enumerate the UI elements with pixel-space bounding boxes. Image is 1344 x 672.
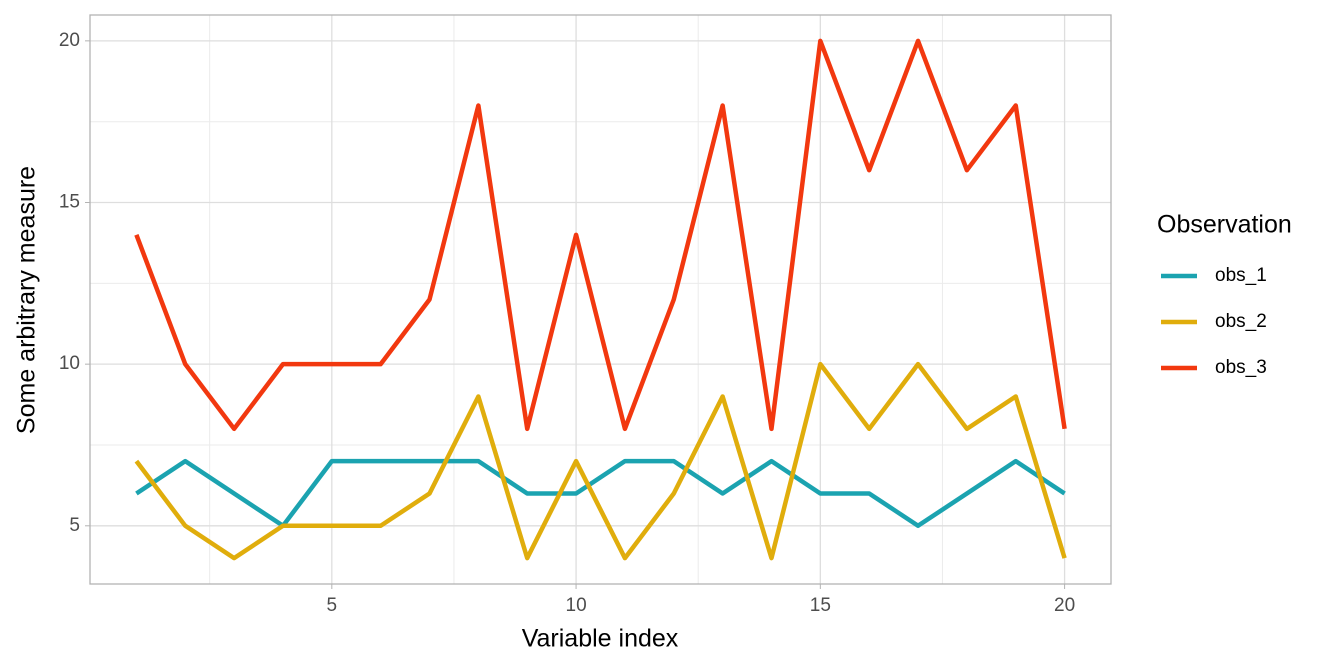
y-tick-label: 5 (69, 515, 80, 536)
legend-label: obs_1 (1215, 265, 1267, 286)
legend-title: Observation (1157, 211, 1292, 239)
y-tick-label: 10 (59, 353, 80, 374)
x-axis-title: Variable index (522, 625, 679, 653)
panel-border (89, 14, 1112, 585)
y-tick-label: 15 (59, 192, 80, 213)
x-tick-label: 20 (1054, 595, 1075, 616)
x-tick-label: 5 (327, 595, 338, 616)
legend-label: obs_2 (1215, 311, 1267, 332)
x-tick-label: 10 (566, 595, 587, 616)
x-tick-label: 15 (810, 595, 831, 616)
line (135, 458, 1066, 529)
y-tick-label: 20 (59, 30, 80, 51)
line (134, 361, 1067, 561)
y-axis-title: Some arbitrary measure (13, 166, 41, 434)
line (134, 38, 1067, 432)
legend-label: obs_3 (1215, 357, 1267, 378)
